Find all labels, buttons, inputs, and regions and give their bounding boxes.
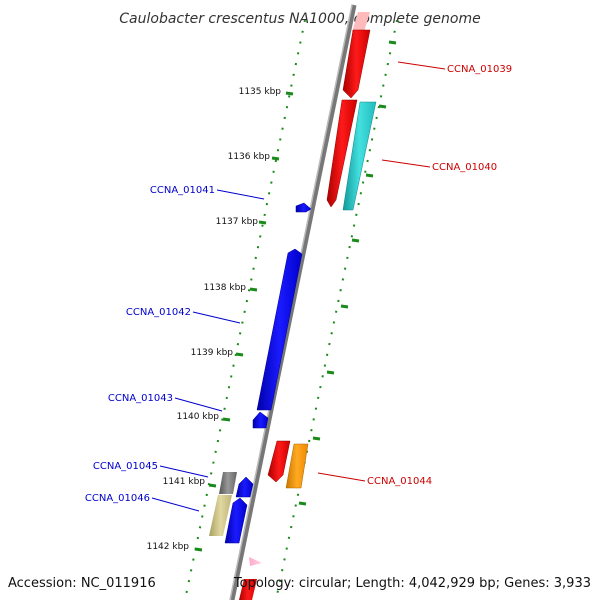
- gene-label-ccna-01044[interactable]: CCNA_01044: [367, 476, 432, 487]
- major-ticks: [194, 91, 294, 552]
- tick-label-1136: 1136 kbp: [228, 152, 271, 162]
- gene-label-ccna-01042[interactable]: CCNA_01042: [126, 307, 191, 318]
- map-title: Caulobacter crescentus NA1000, complete …: [119, 11, 480, 27]
- gene-ccna-01044-orange[interactable]: [285, 443, 309, 489]
- label-leaders: [151, 61, 446, 512]
- genome-summary-text: Topology: circular; Length: 4,042,929 bp…: [233, 576, 591, 591]
- tick-label-1142: 1142 kbp: [147, 542, 190, 552]
- outer-tick-ring: [275, 19, 398, 600]
- gene-ccna-01039[interactable]: [342, 29, 371, 99]
- gene-ccna-01039-faded[interactable]: [352, 12, 370, 32]
- gene-ccna-01041[interactable]: [295, 202, 312, 213]
- gene-label-ccna-01039[interactable]: CCNA_01039: [447, 64, 512, 75]
- gene-ccna-01040-red[interactable]: [326, 99, 358, 208]
- gene-label-ccna-01041[interactable]: CCNA_01041: [150, 185, 215, 196]
- gene-label-ccna-01045[interactable]: CCNA_01045: [93, 461, 158, 472]
- gene-label-ccna-01043[interactable]: CCNA_01043: [108, 393, 173, 404]
- gene-ccna-01046-blue[interactable]: [224, 497, 248, 544]
- gene-ccna-01040-cyan[interactable]: [342, 101, 377, 211]
- tick-label-1141: 1141 kbp: [163, 477, 206, 487]
- tick-label-1140: 1140 kbp: [177, 412, 220, 422]
- gene-ccna-01042[interactable]: [256, 248, 303, 411]
- genome-backbone: [229, 4, 357, 600]
- gene-ccna-01044-red[interactable]: [267, 440, 291, 483]
- tick-label-1138: 1138 kbp: [204, 283, 247, 293]
- tick-label-1135: 1135 kbp: [239, 87, 282, 97]
- outer-major-ticks: [298, 40, 397, 506]
- gene-ccna-01045-blue[interactable]: [235, 476, 254, 498]
- accession-text: Accession: NC_011916: [8, 576, 156, 591]
- gene-ccna-01043[interactable]: [252, 411, 269, 429]
- feature-pink-marker: [249, 557, 262, 566]
- gene-label-ccna-01040[interactable]: CCNA_01040: [432, 162, 497, 173]
- feature-red-bottom[interactable]: [239, 579, 257, 600]
- tick-label-1139: 1139 kbp: [191, 348, 234, 358]
- gene-ccna-01045-gray[interactable]: [219, 472, 237, 494]
- gene-ccna-01046-olive[interactable]: [209, 495, 232, 536]
- gene-label-ccna-01046[interactable]: CCNA_01046: [85, 493, 150, 504]
- tick-label-1137: 1137 kbp: [216, 217, 259, 227]
